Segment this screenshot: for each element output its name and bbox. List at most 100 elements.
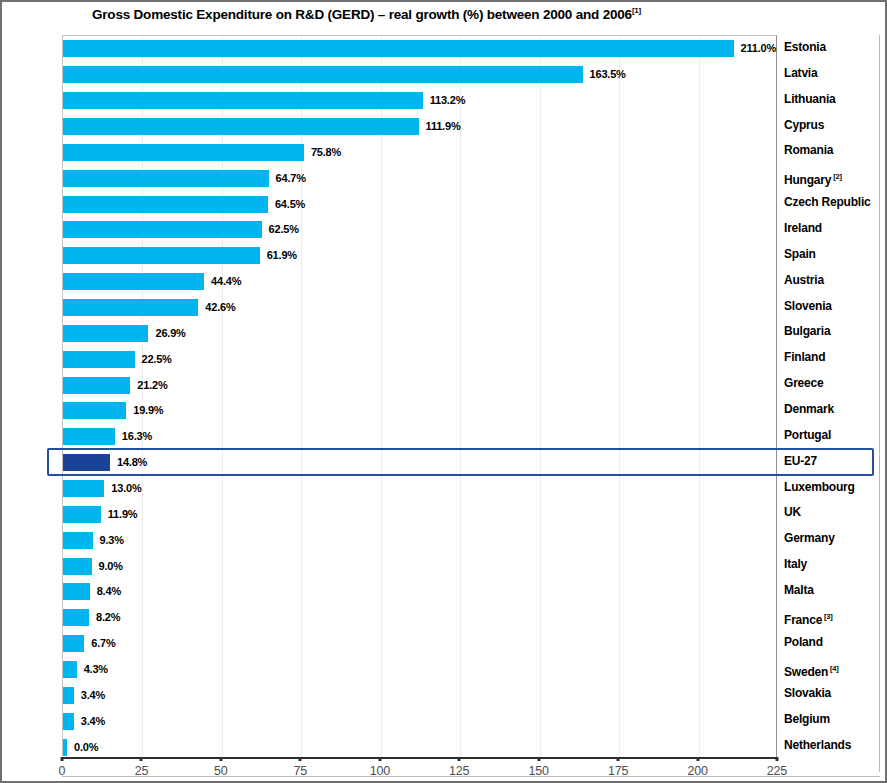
value-label-cyprus: 111.9% [426,118,461,135]
value-label-sweden: 4.3% [84,661,108,678]
value-label-romania: 75.8% [311,144,341,161]
value-label-ireland: 62.5% [269,221,299,238]
bar-sweden [63,661,77,678]
value-label-hungary: 64.7% [276,170,306,187]
value-label-bulgaria: 26.9% [155,325,185,342]
category-label-austria: Austria [784,268,880,294]
chart-bottom-border [62,776,880,777]
bar-netherlands [63,739,67,756]
category-label-lithuania: Lithuania [784,87,880,113]
category-label-finland: Finland [784,345,880,371]
bar-latvia [63,66,583,83]
value-label-germany: 9.3% [100,532,124,549]
value-label-italy: 9.0% [99,558,123,575]
value-label-spain: 61.9% [267,247,297,264]
category-label-romania: Romania [784,138,880,164]
category-labels-column: EstoniaLatviaLithuaniaCyprusRomaniaHunga… [784,35,880,759]
value-label-belgium: 3.4% [81,713,105,730]
category-label-ireland: Ireland [784,216,880,242]
gridline-125 [460,36,461,757]
eu27-highlight-box [47,448,874,476]
category-label-estonia: Estonia [784,35,880,61]
gridline-200 [699,36,700,757]
value-label-slovakia: 3.4% [81,687,105,704]
category-label-germany: Germany [784,526,880,552]
bar-ireland [63,221,262,238]
chart-title-footnote: [1] [632,6,641,15]
category-label-latvia: Latvia [784,61,880,87]
bar-romania [63,144,304,161]
chart-frame: Gross Domestic Expenditure on R&D (GERD)… [0,0,887,783]
labels-column-right-border [879,35,880,772]
bar-greece [63,377,130,394]
footnote-marker: [3] [822,612,832,621]
bar-cyprus [63,118,419,135]
bar-estonia [63,40,734,57]
gridline-100 [381,36,382,757]
category-label-uk: UK [784,500,880,526]
bar-slovakia [63,687,74,704]
value-label-estonia: 211.0% [741,40,777,57]
category-label-belgium: Belgium [784,707,880,733]
bar-lithuania [63,92,423,109]
category-label-france: France [3] [784,604,880,630]
footnote-marker: [2] [831,172,841,181]
x-tick-mark-225 [776,757,779,761]
gridline-175 [619,36,620,757]
value-label-greece: 21.2% [137,377,167,394]
category-label-luxembourg: Luxembourg [784,475,880,501]
bar-germany [63,532,93,549]
category-label-netherlands: Netherlands [784,733,880,759]
bar-france [63,609,89,626]
x-tick-mark-200 [696,757,699,761]
value-label-poland: 6.7% [91,635,115,652]
value-label-uk: 11.9% [108,506,138,523]
chart-title-text: Gross Domestic Expenditure on R&D (GERD)… [92,7,632,22]
x-tick-mark-50 [219,757,222,761]
bar-slovenia [63,299,198,316]
category-label-portugal: Portugal [784,423,880,449]
x-tick-mark-75 [299,757,302,761]
x-tick-mark-25 [140,757,143,761]
category-label-cyprus: Cyprus [784,113,880,139]
value-label-portugal: 16.3% [122,428,152,445]
x-tick-mark-150 [537,757,540,761]
bar-belgium [63,713,74,730]
plot-area: 211.0% 163.5% 113.2% 111.9% 75.8% 64.7% 64.5% 6… [62,35,777,759]
gridline-150 [540,36,541,757]
bar-uk [63,506,101,523]
category-label-bulgaria: Bulgaria [784,319,880,345]
bar-denmark [63,402,126,419]
value-label-lithuania: 113.2% [430,92,466,109]
value-label-netherlands: 0.0% [74,739,98,756]
bar-malta [63,583,90,600]
category-label-poland: Poland [784,630,880,656]
value-label-malta: 8.4% [97,583,121,600]
x-tick-mark-100 [378,757,381,761]
category-label-malta: Malta [784,578,880,604]
bar-portugal [63,428,115,445]
value-label-latvia: 163.5% [590,66,626,83]
value-label-slovenia: 42.6% [205,299,235,316]
value-label-finland: 22.5% [142,351,172,368]
bar-czech-republic [63,196,268,213]
category-label-italy: Italy [784,552,880,578]
category-label-greece: Greece [784,371,880,397]
category-label-slovenia: Slovenia [784,294,880,320]
category-label-czech-republic: Czech Republic [784,190,880,216]
bar-austria [63,273,204,290]
x-tick-mark-0 [61,757,64,761]
x-tick-mark-125 [458,757,461,761]
bar-bulgaria [63,325,148,342]
category-label-spain: Spain [784,242,880,268]
value-label-luxembourg: 13.0% [111,480,141,497]
value-label-denmark: 19.9% [133,402,163,419]
value-label-austria: 44.4% [211,273,241,290]
chart-title: Gross Domestic Expenditure on R&D (GERD)… [92,6,641,22]
category-label-denmark: Denmark [784,397,880,423]
bar-spain [63,247,260,264]
bar-poland [63,635,84,652]
value-label-czech-republic: 64.5% [275,196,305,213]
category-label-slovakia: Slovakia [784,681,880,707]
bar-hungary [63,170,269,187]
